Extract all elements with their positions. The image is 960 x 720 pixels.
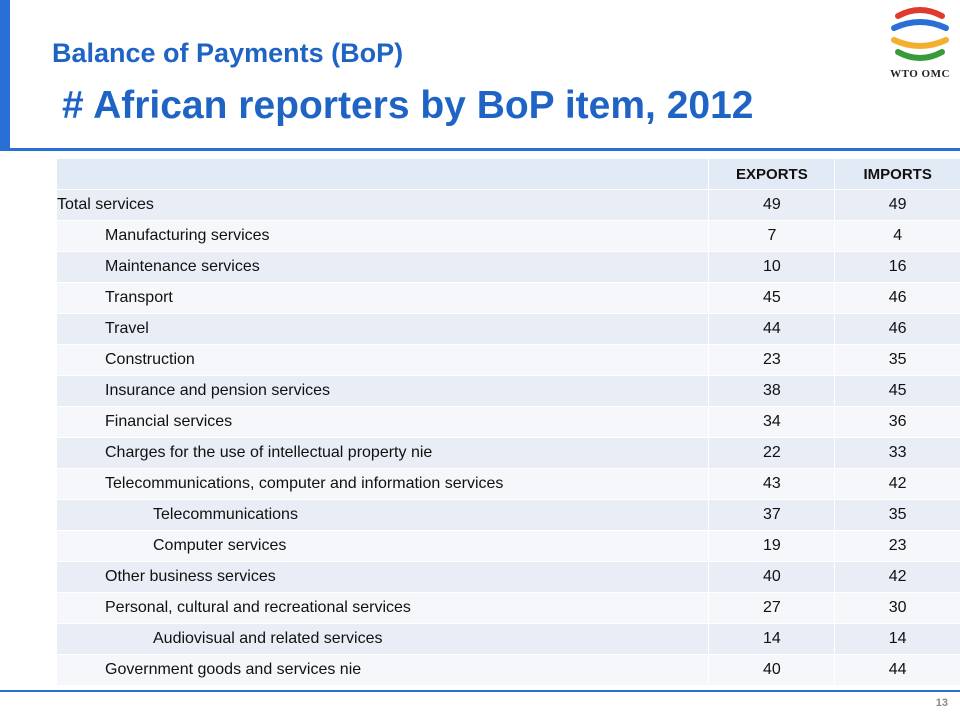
- row-label: Total services: [57, 189, 709, 221]
- table-row: Travel 44 46: [57, 313, 960, 345]
- row-label: Financial services: [57, 406, 709, 438]
- slide-subtitle: # African reporters by BoP item, 2012: [62, 84, 754, 127]
- row-imports: 33: [834, 437, 960, 469]
- row-label: Construction: [57, 344, 709, 376]
- header-divider: [0, 148, 960, 151]
- row-imports: 46: [834, 313, 960, 345]
- table-row: Construction 23 35: [57, 344, 960, 376]
- row-exports: 19: [708, 530, 835, 562]
- table-row: Government goods and services nie 40 44: [57, 654, 960, 685]
- row-exports: 27: [708, 592, 835, 624]
- row-label: Transport: [57, 282, 709, 314]
- row-label: Telecommunications: [57, 499, 709, 531]
- row-exports: 40: [708, 561, 835, 593]
- row-exports: 43: [708, 468, 835, 500]
- bop-table: EXPORTS IMPORTS Total services 49 49 Manufa…: [57, 158, 960, 685]
- row-exports: 23: [708, 344, 835, 376]
- row-imports: 42: [834, 561, 960, 593]
- row-label: Other business services: [57, 561, 709, 593]
- table-row: Telecommunications 37 35: [57, 499, 960, 531]
- table-row: Personal, cultural and recreational serv…: [57, 592, 960, 624]
- row-imports: 42: [834, 468, 960, 500]
- row-imports: 49: [834, 189, 960, 221]
- footer-divider: [0, 690, 960, 692]
- table-row: Charges for the use of intellectual prop…: [57, 437, 960, 469]
- row-imports: 23: [834, 530, 960, 562]
- logo-text: WTO OMC: [890, 68, 950, 80]
- row-label: Computer services: [57, 530, 709, 562]
- table-header-row: EXPORTS IMPORTS: [57, 158, 960, 190]
- header-item: [57, 158, 709, 190]
- row-exports: 10: [708, 251, 835, 283]
- row-imports: 45: [834, 375, 960, 407]
- row-imports: 14: [834, 623, 960, 655]
- wto-logo-icon: [891, 7, 949, 61]
- row-exports: 38: [708, 375, 835, 407]
- header-imports: IMPORTS: [834, 158, 960, 190]
- table-row: Insurance and pension services 38 45: [57, 375, 960, 407]
- row-exports: 7: [708, 220, 835, 252]
- row-imports: 16: [834, 251, 960, 283]
- table-row: Financial services 34 36: [57, 406, 960, 438]
- row-imports: 36: [834, 406, 960, 438]
- row-label: Manufacturing services: [57, 220, 709, 252]
- row-exports: 22: [708, 437, 835, 469]
- row-imports: 4: [834, 220, 960, 252]
- row-imports: 46: [834, 282, 960, 314]
- row-imports: 44: [834, 654, 960, 685]
- table-row: Transport 45 46: [57, 282, 960, 314]
- row-exports: 49: [708, 189, 835, 221]
- row-exports: 45: [708, 282, 835, 314]
- row-label: Telecommunications, computer and informa…: [57, 468, 709, 500]
- row-label: Audiovisual and related services: [57, 623, 709, 655]
- row-exports: 14: [708, 623, 835, 655]
- row-exports: 37: [708, 499, 835, 531]
- table-row: Telecommunications, computer and informa…: [57, 468, 960, 500]
- table-row: Other business services 40 42: [57, 561, 960, 593]
- left-accent-bar: [0, 0, 10, 150]
- row-label: Travel: [57, 313, 709, 345]
- page-number: 13: [935, 697, 948, 709]
- row-label: Personal, cultural and recreational serv…: [57, 592, 709, 624]
- wto-logo: WTO OMC: [884, 2, 956, 88]
- row-imports: 35: [834, 499, 960, 531]
- row-exports: 40: [708, 654, 835, 685]
- table-row: Total services 49 49: [57, 189, 960, 221]
- header-exports: EXPORTS: [708, 158, 835, 190]
- row-imports: 30: [834, 592, 960, 624]
- row-label: Charges for the use of intellectual prop…: [57, 437, 709, 469]
- row-label: Insurance and pension services: [57, 375, 709, 407]
- table-row: Computer services 19 23: [57, 530, 960, 562]
- table-row: Maintenance services 10 16: [57, 251, 960, 283]
- row-label: Maintenance services: [57, 251, 709, 283]
- table-row: Audiovisual and related services 14 14: [57, 623, 960, 655]
- table-row: Manufacturing services 7 4: [57, 220, 960, 252]
- row-exports: 34: [708, 406, 835, 438]
- row-imports: 35: [834, 344, 960, 376]
- slide-title: Balance of Payments (BoP): [52, 38, 404, 68]
- row-label: Government goods and services nie: [57, 654, 709, 685]
- row-exports: 44: [708, 313, 835, 345]
